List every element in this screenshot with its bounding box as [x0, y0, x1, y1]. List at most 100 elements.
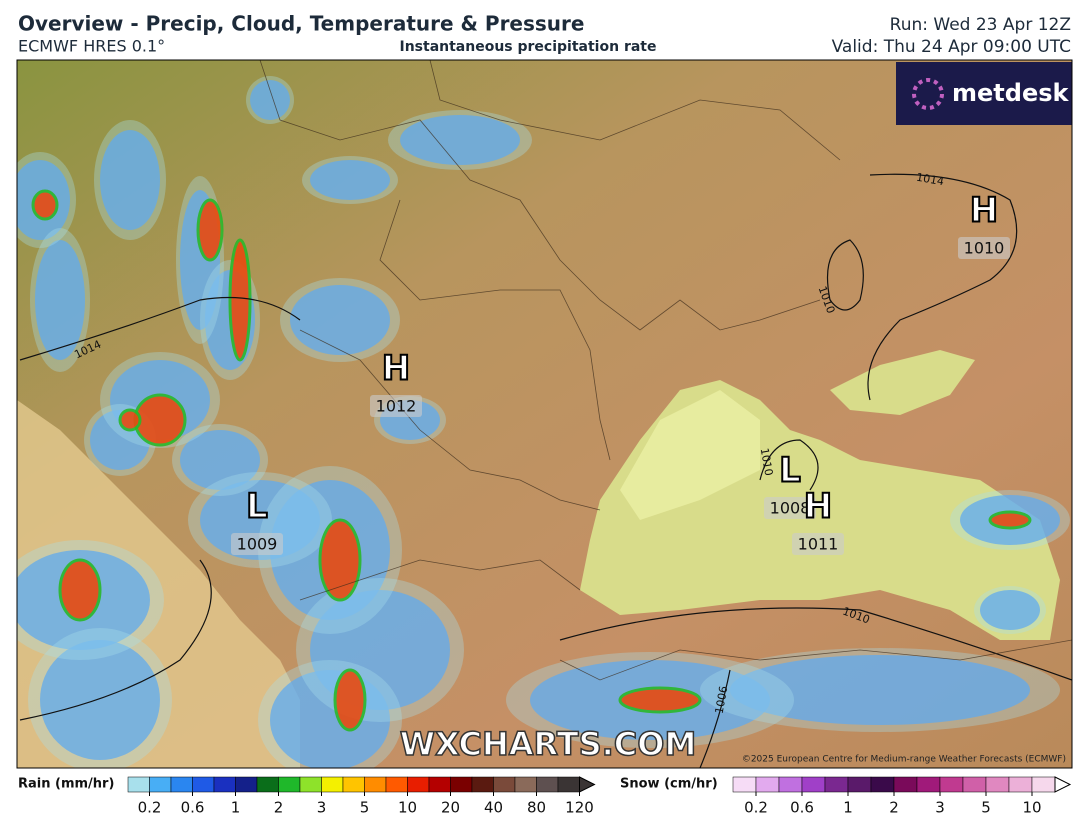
rain-halo: [30, 228, 90, 372]
heavy-rain: [118, 408, 142, 432]
heavy-rain: [196, 198, 224, 262]
rain-swatch: [149, 776, 172, 793]
rain-legend-label: Rain (mm/hr): [18, 777, 114, 792]
pressure-symbol: L: [779, 451, 801, 491]
snow-tick-label: 1: [843, 799, 853, 817]
rain-halo: [28, 628, 172, 768]
rain-area: [310, 160, 390, 200]
snow-tick-label: 0.2: [744, 799, 768, 817]
rain-area: [40, 640, 160, 760]
rain-swatch: [514, 776, 537, 793]
rain-halo: [258, 660, 402, 768]
isobar: [759, 439, 819, 491]
border: [299, 559, 581, 601]
snow-swatch: [939, 776, 964, 793]
isobar: [867, 173, 1018, 401]
isobar-label: 1006: [713, 685, 731, 715]
run: Run: Wed 23 Apr 12Z: [890, 15, 1071, 35]
rain-area: [35, 240, 85, 360]
pressure-value-bg: [792, 533, 844, 555]
border: [299, 329, 601, 511]
title: Overview - Precip, Cloud, Temperature & …: [18, 12, 584, 36]
heavy-rain: [31, 189, 59, 221]
pressure-symbol: H: [804, 487, 832, 527]
heavy-rain: [58, 558, 102, 622]
rain-swatch: [342, 776, 365, 793]
pressure-value-bg: [958, 237, 1010, 259]
rain-area: [250, 80, 290, 120]
watermark: WXCHARTS.COM: [400, 725, 697, 763]
snow-swatch: [847, 776, 872, 793]
rain-swatch: [321, 776, 344, 793]
heavy-rain: [133, 393, 187, 447]
rain-swatch: [364, 776, 387, 793]
snow-tick-label: 5: [981, 799, 991, 817]
rain-tick-label: 80: [527, 799, 546, 817]
rain-swatch: [192, 776, 215, 793]
rain-tick-label: 0.6: [181, 799, 205, 817]
snow-swatch: [755, 776, 780, 793]
snow-tick-label: 0.6: [790, 799, 814, 817]
rain-swatch: [493, 776, 516, 793]
snow-tick-label: 2: [889, 799, 899, 817]
rain-swatch: [471, 776, 494, 793]
snow-swatch: [1031, 776, 1056, 793]
valid: Valid: Thu 24 Apr 09:00 UTC: [832, 37, 1071, 57]
snow-tick-label: 3: [935, 799, 945, 817]
rain-tick-label: 120: [565, 799, 594, 817]
snow-swatch: [893, 776, 918, 793]
rain-tick-label: 40: [484, 799, 503, 817]
rain-swatch: [428, 776, 451, 793]
logo: metdesk: [952, 79, 1070, 107]
rain-swatch: [256, 776, 279, 793]
rain-swatch: [299, 776, 322, 793]
rain-swatch: [557, 776, 580, 793]
snow-tick-label: 10: [1022, 799, 1041, 817]
pressure-value: 1008: [770, 499, 811, 518]
rain-swatch: [450, 776, 473, 793]
isobar-label: 1010: [758, 447, 776, 477]
rain-area: [400, 115, 520, 165]
rain-swatch: [385, 776, 408, 793]
rain-swatch: [235, 776, 258, 793]
heavy-rain: [333, 668, 367, 732]
rain-halo: [974, 586, 1046, 634]
border: [379, 199, 611, 461]
border: [259, 60, 821, 331]
rain-swatch: [127, 776, 150, 793]
sea-azov: [830, 350, 975, 415]
snow-swatch: [824, 776, 849, 793]
rain-halo: [302, 156, 398, 204]
pressure-value: 1009: [237, 535, 278, 554]
heavy-rain: [618, 686, 702, 714]
pressure-value: 1012: [376, 397, 417, 416]
border: [429, 60, 841, 161]
map-frame: [16, 59, 1073, 769]
rain-area: [180, 430, 260, 490]
model: ECMWF HRES 0.1°: [18, 37, 165, 56]
logo-icon: [912, 78, 944, 110]
heavy-rain: [988, 510, 1032, 530]
copyright: ©2025 European Centre for Medium-range W…: [742, 755, 1066, 765]
rain-tick-label: 20: [441, 799, 460, 817]
rain-halo: [94, 120, 166, 240]
snow-swatch: [801, 776, 826, 793]
rain-tick-label: 0.2: [138, 799, 162, 817]
rain-area: [100, 130, 160, 230]
rain-swatch: [213, 776, 236, 793]
isobar: [699, 669, 731, 768]
snow-arrow: [1054, 776, 1072, 793]
border: [559, 639, 1072, 681]
isobars: [19, 173, 1072, 768]
rain-halo: [700, 648, 1060, 732]
heavy-rain: [318, 518, 362, 602]
pressure-value-bg: [764, 497, 816, 519]
snow-swatch: [962, 776, 987, 793]
rain-area: [730, 655, 1030, 725]
rain-arrow: [579, 776, 596, 793]
rain-tick-label: 3: [317, 799, 327, 817]
rain-swatch: [536, 776, 559, 793]
